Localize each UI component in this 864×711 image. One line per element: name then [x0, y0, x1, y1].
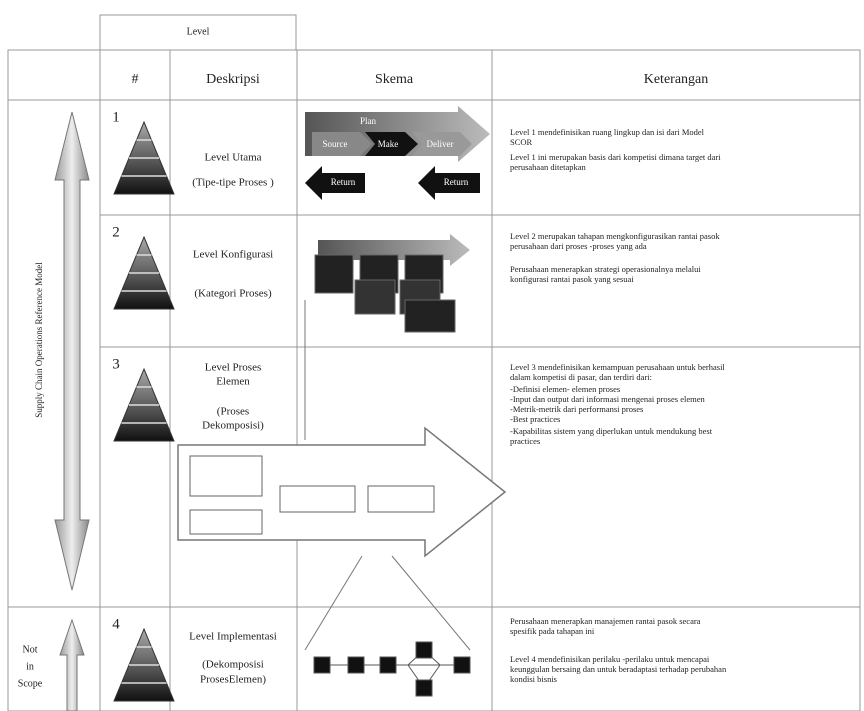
row-number: 1 — [112, 109, 120, 125]
make-arrow — [365, 132, 418, 156]
note-line: -Best practices — [510, 414, 560, 424]
schema-label: Return — [444, 177, 469, 187]
note-line: -Metrik-metrik dari performansi proses — [510, 404, 643, 414]
column-header: Keterangan — [644, 72, 709, 87]
note-line: Level 3 mendefinisikan kemampuan perusah… — [510, 362, 725, 372]
note-line: -Kapabilitas sistem yang diperlukan untu… — [510, 426, 713, 436]
note-line: practices — [510, 436, 540, 446]
note-line: Level 1 ini merupakan basis dari kompeti… — [510, 152, 721, 162]
schema-label: Source — [323, 139, 348, 149]
row-number: 3 — [112, 356, 120, 372]
row-subtitle: Dekomposisi) — [202, 420, 264, 432]
deliver-arrow — [412, 132, 472, 156]
process-box — [189, 455, 263, 497]
row-title: Elemen — [216, 376, 250, 388]
not-scope-label: Not — [23, 644, 38, 655]
process-box — [279, 485, 356, 513]
note-line: dalam kompetisi di pasar, dan terdiri da… — [510, 372, 652, 382]
schema-label: Plan — [360, 116, 377, 126]
node — [415, 679, 433, 697]
note-line: konfigurasi rantai pasok yang sesuai — [510, 274, 634, 284]
zoom-line — [304, 555, 363, 651]
row-number: 2 — [112, 224, 120, 240]
node — [347, 656, 365, 674]
schema-label: Return — [331, 177, 356, 187]
zoom-line — [391, 555, 471, 651]
process-box — [367, 485, 435, 513]
row-title: Level Konfigurasi — [193, 249, 273, 261]
return-arrow — [418, 166, 480, 200]
node — [415, 641, 433, 659]
table-border — [7, 49, 861, 711]
not-scope-arrow — [59, 618, 85, 711]
schema-level-3 — [177, 300, 507, 651]
note-line: perusahaan dari proses -proses yang ada — [510, 241, 647, 251]
note-line: Level 4 mendefinisikan perilaku -perilak… — [510, 654, 710, 664]
return-arrow — [305, 166, 365, 200]
column-header: # — [132, 72, 139, 87]
not-scope-label: in — [26, 661, 34, 672]
note-line: Perusahaan menerapkan manajemen rantai p… — [510, 616, 701, 626]
note-line: kondisi bisnis — [510, 674, 557, 684]
schema-label: Deliver — [427, 139, 454, 149]
config-box — [314, 254, 354, 294]
table-grid — [7, 14, 861, 711]
note-line: -Input dan output dari informasi mengena… — [510, 394, 705, 404]
config-box — [404, 299, 456, 333]
row-title: Level Utama — [204, 152, 261, 164]
row-subtitle: (Tipe-tipe Proses ) — [192, 177, 274, 189]
schema-level-4 — [313, 641, 471, 697]
node — [313, 656, 331, 674]
schema-label: Make — [378, 139, 399, 149]
process-box — [189, 509, 263, 535]
source-arrow — [312, 132, 372, 156]
note-line: spesifik pada tahapan ini — [510, 626, 595, 636]
row-number: 4 — [112, 616, 120, 632]
scope-arrow — [54, 111, 90, 591]
schema-level-2 — [314, 234, 470, 333]
scope-label: Supply Chain Operations Reference Model — [34, 262, 44, 418]
note-line: -Definisi elemen- elemen proses — [510, 384, 620, 394]
row-subtitle: (Proses — [217, 406, 249, 418]
note-line: Perusahaan menerapkan strategi operasion… — [510, 264, 701, 274]
config-box — [354, 279, 396, 315]
row-subtitle: (Dekomposisi — [202, 659, 264, 671]
note-line: SCOR — [510, 137, 533, 147]
side-arrows — [54, 111, 90, 711]
note-line: Level 2 merupakan tahapan mengkonfiguras… — [510, 231, 720, 241]
node — [453, 656, 471, 674]
row-title: Level Proses — [205, 362, 262, 374]
node — [379, 656, 397, 674]
note-line: Level 1 mendefinisikan ruang lingkup dan… — [510, 127, 705, 137]
level-header: Level — [187, 26, 210, 37]
schema-level-1 — [305, 106, 490, 200]
row-subtitle: ProsesElemen) — [200, 674, 266, 686]
row-title: Level Implementasi — [189, 631, 277, 643]
row-subtitle: (Kategori Proses) — [194, 288, 272, 300]
column-header: Skema — [375, 72, 414, 87]
not-scope-label: Scope — [18, 678, 43, 689]
note-line: perusahaan ditetapkan — [510, 162, 587, 172]
note-line: keunggulan bersaing dan untuk beradaptas… — [510, 664, 727, 674]
column-header: Deskripsi — [206, 72, 260, 87]
